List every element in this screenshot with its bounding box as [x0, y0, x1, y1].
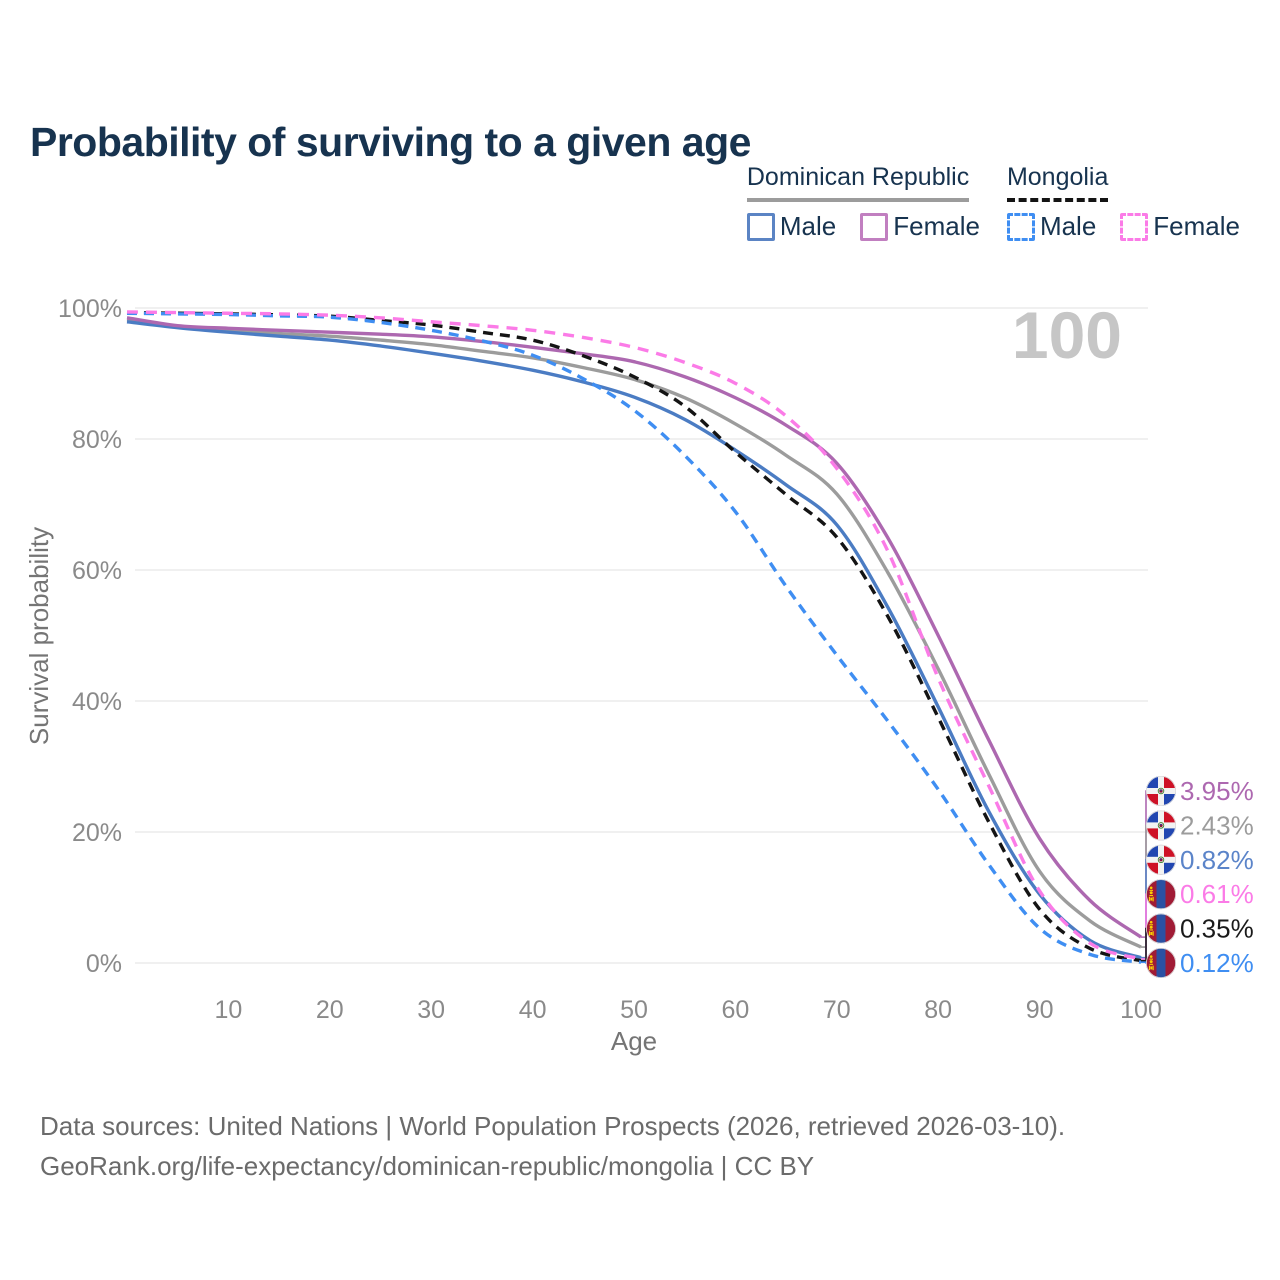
series-line-dr-male[interactable]	[126, 320, 1142, 960]
x-tick-label: 100	[1120, 996, 1162, 1024]
legend-item-label: Male	[779, 211, 837, 241]
legend-group-dominican-republic: Dominican Republic Male Female	[746, 163, 980, 242]
series-lines	[126, 310, 1142, 964]
y-axis-tick-labels: 0% 20% 40% 60% 80% 100%	[58, 295, 122, 978]
x-axis-tick-labels: 10 20 30 40 50 60 70 80 90 100	[214, 996, 1161, 1024]
y-tick-label: 20%	[72, 819, 122, 847]
end-label-value-dr-total: 2.43%	[1180, 810, 1254, 840]
x-tick-label: 60	[721, 996, 749, 1024]
y-axis-title: Survival probability	[24, 527, 54, 745]
mongolia-flag-icon	[1146, 879, 1176, 909]
legend-item-label: Female	[893, 211, 980, 241]
footer-data-sources: Data sources: United Nations | World Pop…	[40, 1111, 1066, 1141]
page-title: Probability of surviving to a given age	[30, 119, 751, 166]
legend-item-mn-male[interactable]: Male	[1006, 211, 1097, 242]
legend-item-dr-male[interactable]: Male	[746, 211, 837, 242]
legend-item-label: Female	[1153, 211, 1240, 241]
legend-item-label: Male	[1039, 211, 1097, 241]
y-tick-label: 100%	[58, 295, 122, 323]
end-label-value-mn-female: 0.61%	[1180, 879, 1254, 909]
y-tick-label: 60%	[72, 557, 122, 585]
end-label-value-mn-male: 0.12%	[1180, 948, 1254, 978]
x-axis-title: Age	[611, 1026, 657, 1056]
series-line-dr-female[interactable]	[126, 316, 1142, 939]
mn-male-swatch-icon	[1006, 212, 1035, 241]
series-line-mn-male[interactable]	[126, 311, 1142, 964]
x-tick-label: 70	[823, 996, 851, 1024]
footer-attribution: GeoRank.org/life-expectancy/dominican-re…	[40, 1151, 815, 1181]
x-tick-label: 20	[316, 996, 344, 1024]
x-tick-label: 90	[1026, 996, 1054, 1024]
legend-item-dr-female[interactable]: Female	[860, 211, 980, 242]
mn-female-swatch-icon	[1120, 212, 1149, 241]
y-tick-label: 80%	[72, 426, 122, 454]
legend: Dominican Republic Male Female Mongolia …	[746, 163, 1240, 242]
series-line-mn-female[interactable]	[126, 310, 1142, 961]
gridlines	[135, 307, 1148, 964]
dr-female-swatch-icon	[860, 212, 889, 241]
x-tick-label: 10	[214, 996, 242, 1024]
dominican-republic-flag-icon	[1146, 776, 1176, 806]
mongolia-flag-icon	[1146, 914, 1176, 944]
end-label-value-dr-male: 0.82%	[1180, 845, 1254, 875]
legend-country-mongolia[interactable]: Mongolia	[1006, 163, 1109, 202]
dominican-republic-flag-icon	[1146, 810, 1176, 840]
x-tick-label: 80	[924, 996, 952, 1024]
x-tick-label: 30	[417, 996, 445, 1024]
footer: Data sources: United Nations | World Pop…	[40, 1106, 1065, 1186]
legend-group-mongolia: Mongolia Male Female	[1006, 163, 1240, 242]
mongolia-flag-icon	[1146, 948, 1176, 978]
series-line-mn-total[interactable]	[126, 310, 1142, 963]
legend-country-dominican-republic[interactable]: Dominican Republic	[746, 163, 970, 202]
watermark-age-100: 100	[1012, 298, 1122, 372]
x-tick-label: 40	[519, 996, 547, 1024]
dr-male-swatch-icon	[746, 212, 775, 241]
dominican-republic-flag-icon	[1146, 845, 1176, 875]
end-value-labels: 3.95% 2.43% 0.82% 0.61% 0.35% 0.12%	[1141, 776, 1254, 978]
legend-item-mn-female[interactable]: Female	[1120, 211, 1240, 242]
series-line-dr-total[interactable]	[126, 318, 1142, 949]
end-label-value-dr-female: 3.95%	[1180, 776, 1254, 806]
y-tick-label: 0%	[86, 950, 122, 978]
x-tick-label: 50	[620, 996, 648, 1024]
y-tick-label: 40%	[72, 688, 122, 716]
end-label-value-mn-total: 0.35%	[1180, 914, 1254, 944]
